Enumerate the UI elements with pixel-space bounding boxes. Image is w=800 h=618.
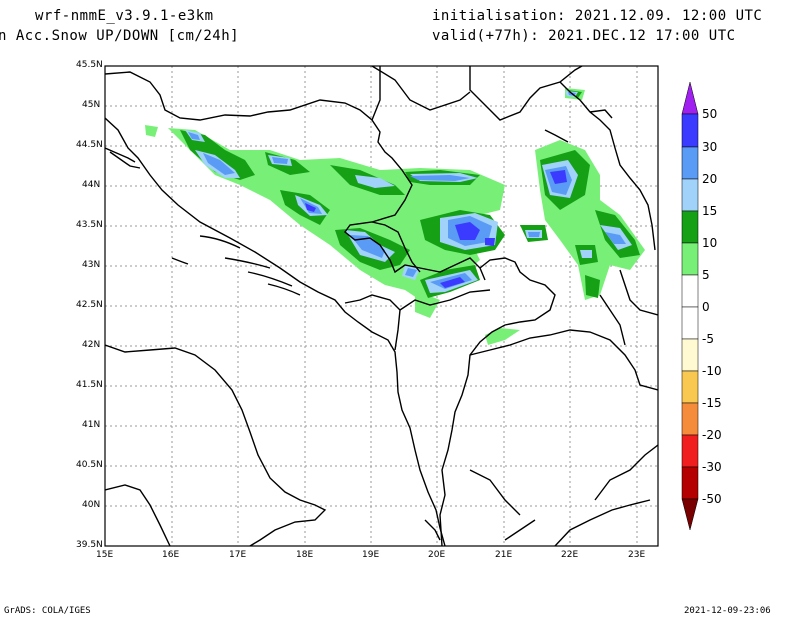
legend-label: -30 [702,460,722,474]
legend-colorbar [681,81,699,531]
lat-label: 42.5N [76,300,103,310]
legend-swatch-10-15 [681,210,699,244]
legend-label: 50 [702,107,718,121]
snow-30-50-areas [305,170,567,288]
legend-swatch-m50-m30 [681,466,699,500]
legend-label: -50 [702,492,722,506]
valid-time-text: valid(+77h): 2021.DEC.12 17:00 UTC [432,28,736,44]
legend-bottom-arrow [681,498,699,531]
lon-label: 23E [628,550,646,560]
lat-label: 41.5N [76,380,103,390]
lat-label: 44N [82,180,101,190]
lat-label: 40N [82,500,101,510]
initialisation-text: initialisation: 2021.12.09. 12:00 UTC [432,8,763,24]
lat-label: 45.5N [76,60,103,70]
legend-swatch-20-30 [681,146,699,180]
variable-title: n Acc.Snow UP/DOWN [cm/24h] [0,28,240,44]
footer-credit: GrADS: COLA/IGES [4,606,91,616]
lat-label: 45N [82,100,101,110]
lon-label: 21E [495,550,513,560]
legend-swatch-m15-m10 [681,370,699,404]
legend-label: 15 [702,204,718,218]
legend-top-arrow [681,81,699,115]
coastlines-borders [105,66,658,546]
legend-swatch-m20-m15 [681,402,699,436]
map-frame [104,65,659,547]
legend-swatch-15-20 [681,178,699,212]
lat-label: 43.5N [76,220,103,230]
lat-label: 40.5N [76,460,103,470]
lon-label: 15E [96,550,114,560]
legend-swatch-m5-0 [681,306,699,340]
legend-label: 30 [702,140,718,154]
model-title: wrf-nmmE_v3.9.1-e3km [35,8,214,24]
snow-field [145,88,645,345]
lat-label: 42N [82,340,101,350]
map-area [105,66,658,546]
legend-swatch-30-50 [681,113,699,148]
legend-swatch-5-10 [681,242,699,276]
legend-swatch-m30-m20 [681,434,699,468]
legend-label: -15 [702,396,722,410]
lon-label: 17E [229,550,247,560]
legend-label: 5 [702,268,710,282]
footer-timestamp: 2021-12-09-23:06 [684,606,771,616]
legend-swatch-m10-m5 [681,338,699,372]
lon-label: 20E [428,550,446,560]
lat-label: 43N [82,260,101,270]
lon-label: 22E [561,550,579,560]
legend-label: -10 [702,364,722,378]
lon-label: 18E [296,550,314,560]
legend-label: -20 [702,428,722,442]
legend-swatch-0-5 [681,274,699,308]
lon-label: 16E [162,550,180,560]
legend-label: 20 [702,172,718,186]
lat-label: 41N [82,420,101,430]
lat-label: 44.5N [76,140,103,150]
legend-label: 10 [702,236,718,250]
lat-label: 39.5N [76,540,103,550]
lon-label: 19E [362,550,380,560]
legend-label: 0 [702,300,710,314]
legend-label: -5 [702,332,714,346]
